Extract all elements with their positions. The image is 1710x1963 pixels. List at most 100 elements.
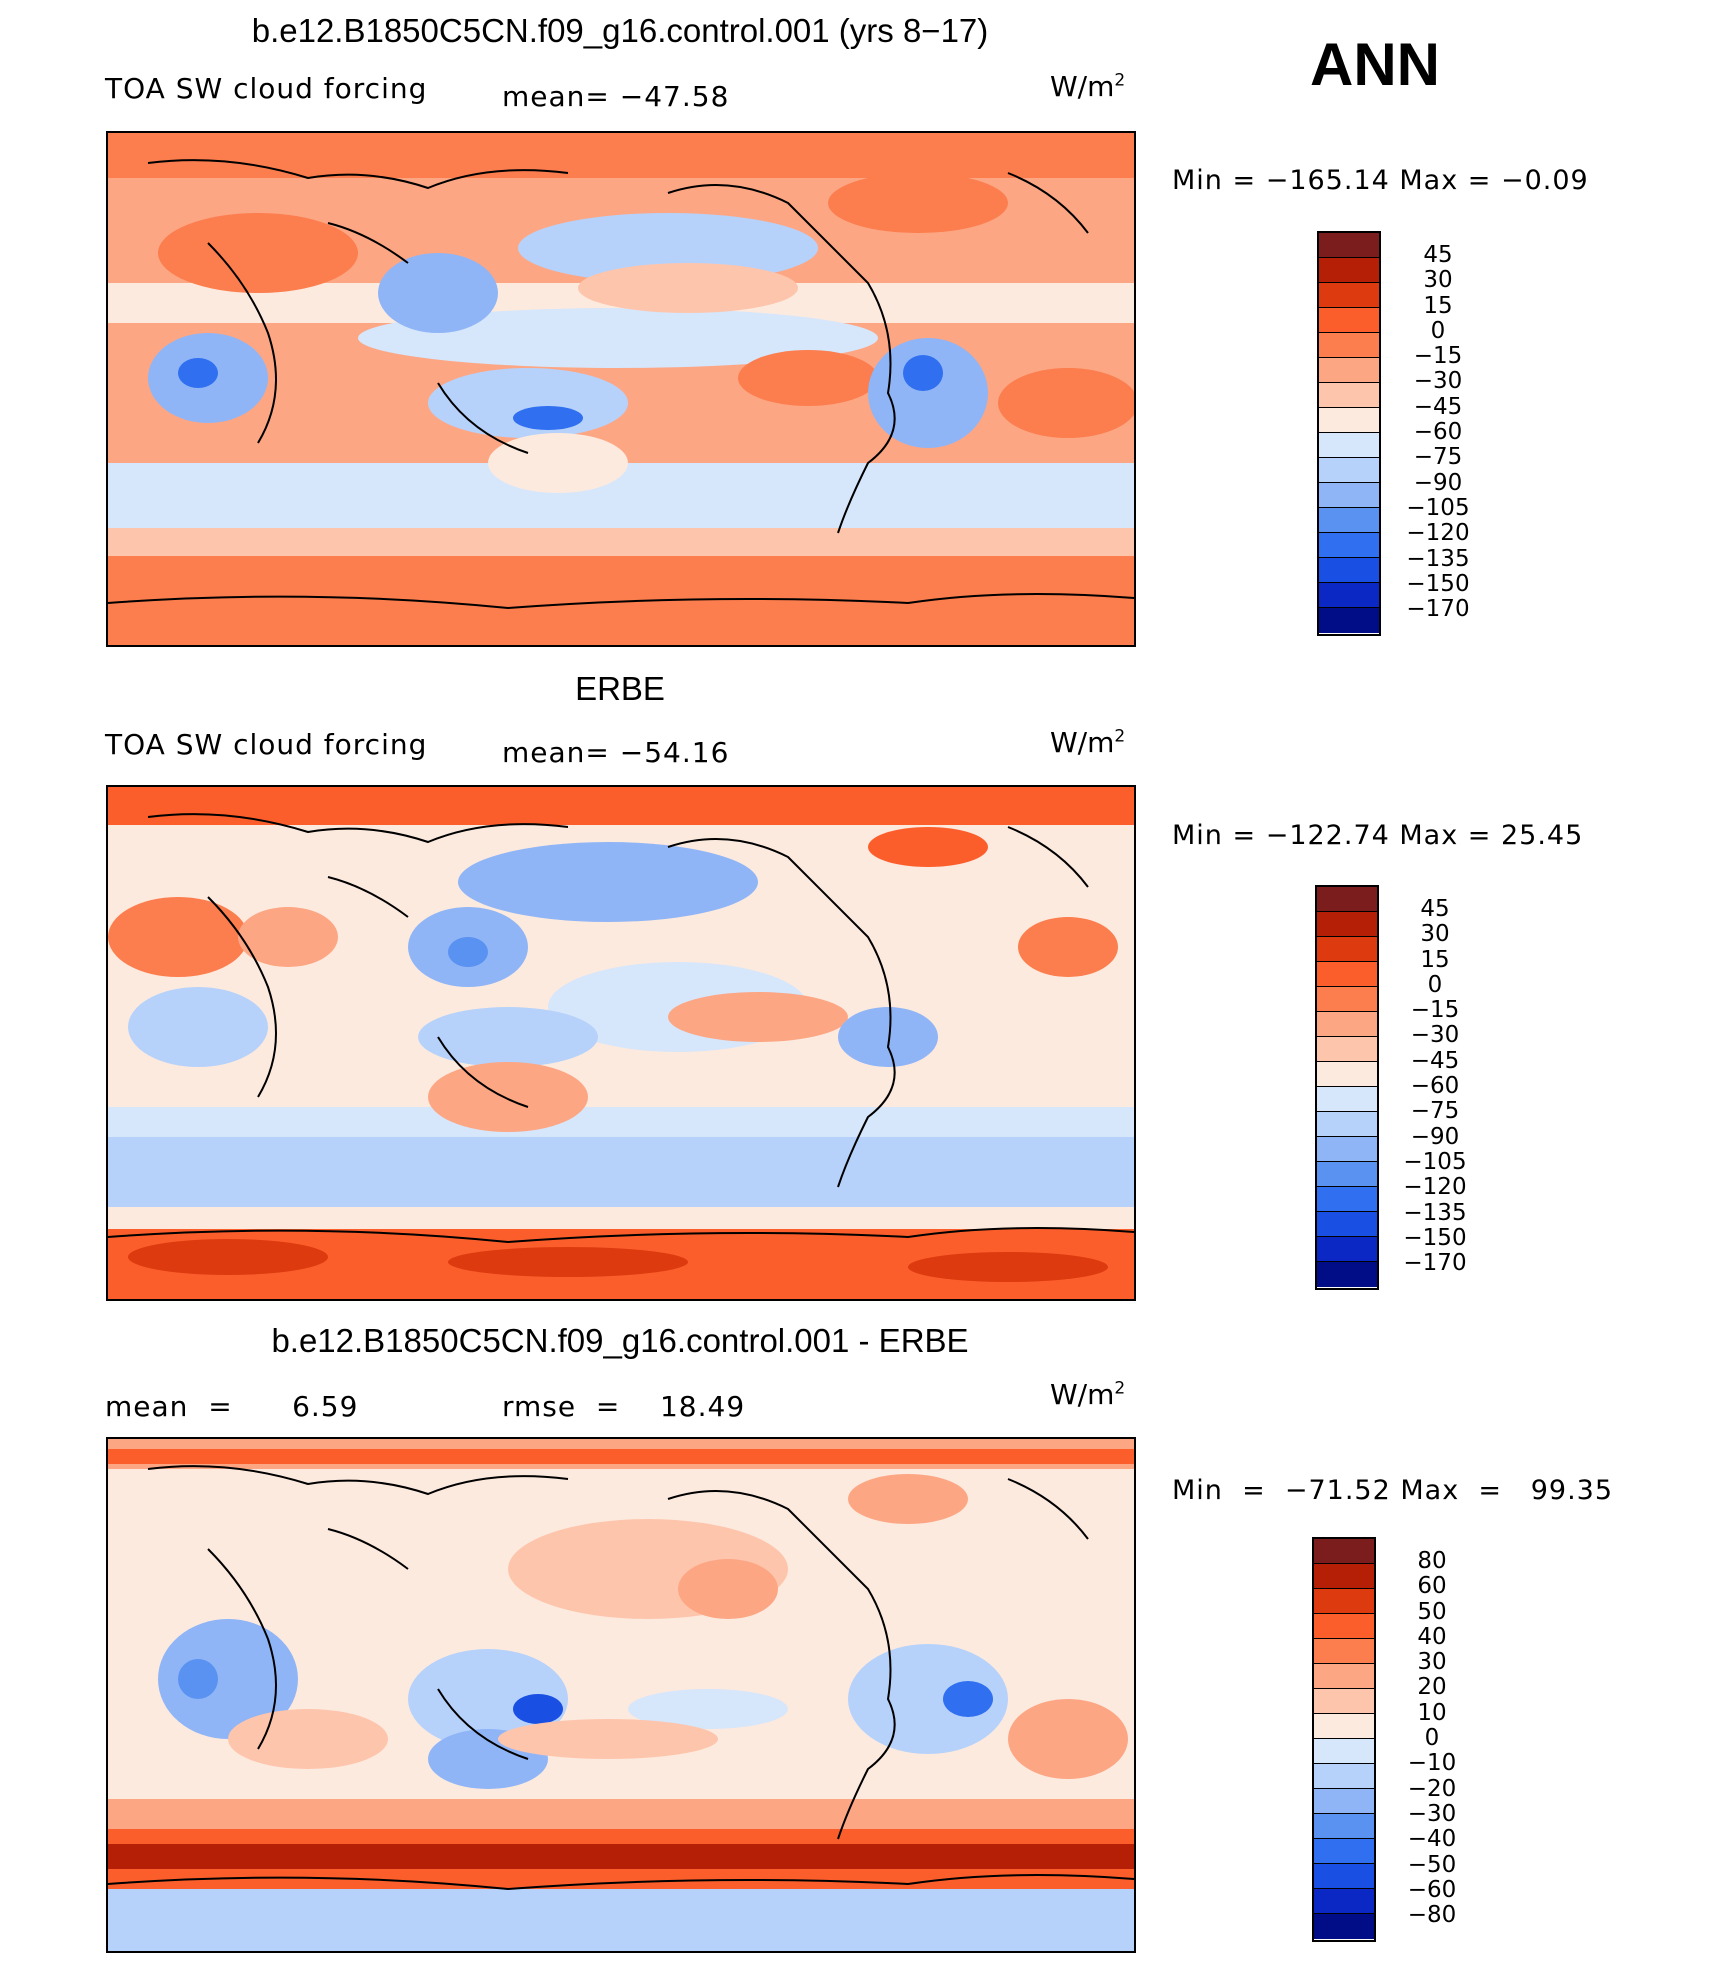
panel-1-variable-label: TOA SW cloud forcing xyxy=(105,72,428,105)
colorbar-2 xyxy=(1315,885,1379,1290)
colorbar-1-seg xyxy=(1319,558,1379,583)
map-3-graphic xyxy=(108,1439,1134,1951)
colorbar-1-seg xyxy=(1319,458,1379,483)
colorbar-2-seg xyxy=(1317,1012,1377,1037)
colorbar-label: −15 xyxy=(1413,343,1463,370)
colorbar-label: 0 xyxy=(1427,971,1443,998)
colorbar-label: −90 xyxy=(1410,1123,1460,1150)
colorbar-label: 10 xyxy=(1417,1699,1447,1726)
panel-3-mean-label: mean = 6.59 xyxy=(105,1390,359,1423)
colorbar-label: 45 xyxy=(1423,242,1453,268)
map-panel-3 xyxy=(106,1437,1136,1953)
colorbar-1-seg xyxy=(1319,583,1379,608)
colorbar-2-seg xyxy=(1317,1262,1377,1287)
colorbar-1-seg xyxy=(1319,533,1379,558)
colorbar-label: −20 xyxy=(1407,1775,1457,1802)
panel-3-units: W/m2 xyxy=(1050,1378,1126,1411)
colorbar-label: −135 xyxy=(1403,1199,1467,1226)
colorbar-2-seg xyxy=(1317,1087,1377,1112)
colorbar-1-seg xyxy=(1319,258,1379,283)
colorbar-label: −10 xyxy=(1407,1750,1457,1777)
colorbar-3-seg xyxy=(1314,1914,1374,1939)
colorbar-label: 60 xyxy=(1417,1573,1447,1600)
colorbar-1-seg xyxy=(1319,508,1379,533)
colorbar-2-seg xyxy=(1317,887,1377,912)
map-panel-2 xyxy=(106,785,1136,1301)
colorbar-2-seg xyxy=(1317,937,1377,962)
panel-1-max: Max = −0.09 xyxy=(1399,165,1589,196)
colorbar-1-seg xyxy=(1319,333,1379,358)
colorbar-2-seg xyxy=(1317,1237,1377,1262)
colorbar-2-seg xyxy=(1317,1162,1377,1187)
panel-2-mean-label: mean= −54.16 xyxy=(502,736,730,769)
panel-1-units: W/m2 xyxy=(1050,70,1126,103)
map-panel-1 xyxy=(106,131,1136,647)
colorbar-2-seg xyxy=(1317,1137,1377,1162)
colorbar-label: −30 xyxy=(1407,1800,1457,1827)
colorbar-1-seg xyxy=(1319,308,1379,333)
colorbar-label: 40 xyxy=(1417,1623,1447,1650)
colorbar-3-seg xyxy=(1314,1889,1374,1914)
panel-3-min: Min = −71.52 xyxy=(1172,1475,1391,1506)
colorbar-label: 15 xyxy=(1423,292,1453,319)
colorbar-2-seg xyxy=(1317,1062,1377,1087)
colorbar-label: −80 xyxy=(1407,1902,1457,1929)
colorbar-label: 20 xyxy=(1417,1674,1447,1701)
panel-2-title: ERBE xyxy=(575,670,665,707)
colorbar-1-seg xyxy=(1319,233,1379,258)
colorbar-3 xyxy=(1312,1537,1376,1942)
panel-1-mean-label: mean= −47.58 xyxy=(502,80,730,113)
panel-2-max: Max = 25.45 xyxy=(1399,820,1584,851)
colorbar-3-seg xyxy=(1314,1764,1374,1789)
panel-1-min: Min = −165.14 xyxy=(1172,165,1390,196)
colorbar-label: −120 xyxy=(1406,520,1470,547)
map-2-graphic xyxy=(108,787,1134,1299)
colorbar-label: −105 xyxy=(1403,1148,1467,1175)
colorbar-2-seg xyxy=(1317,962,1377,987)
colorbar-label: 15 xyxy=(1420,946,1450,973)
colorbar-1-seg xyxy=(1319,408,1379,433)
map-1-graphic xyxy=(108,133,1134,645)
colorbar-2-seg xyxy=(1317,987,1377,1012)
colorbar-label: 45 xyxy=(1420,896,1450,922)
colorbar-2-labels: 45 30 15 0 −15 −30 −45 −60 −75 −90 −105 … xyxy=(1395,896,1475,1277)
panel-1-min-max: Min = −165.14 Max = −0.09 xyxy=(1172,165,1589,196)
colorbar-1-seg xyxy=(1319,483,1379,508)
colorbar-label: −120 xyxy=(1403,1174,1467,1201)
colorbar-label: −60 xyxy=(1410,1073,1460,1100)
colorbar-label: −30 xyxy=(1413,368,1463,395)
colorbar-label: 0 xyxy=(1430,317,1446,344)
colorbar-3-seg xyxy=(1314,1639,1374,1664)
colorbar-3-seg xyxy=(1314,1864,1374,1889)
panel-3-title: b.e12.B1850C5CN.f09_g16.control.001 - ER… xyxy=(271,1322,969,1359)
panel-3-max: Max = 99.35 xyxy=(1400,1475,1614,1506)
colorbar-label: −105 xyxy=(1406,494,1470,521)
colorbar-label: −45 xyxy=(1410,1047,1460,1074)
colorbar-label: 80 xyxy=(1417,1548,1447,1574)
panel-2-min-max: Min = −122.74 Max = 25.45 xyxy=(1172,820,1583,851)
panel-2-min: Min = −122.74 xyxy=(1172,820,1390,851)
colorbar-2-seg xyxy=(1317,1212,1377,1237)
panel-1-title: b.e12.B1850C5CN.f09_g16.control.001 (yrs… xyxy=(251,12,989,49)
colorbar-label: −75 xyxy=(1410,1098,1460,1125)
colorbar-label: −170 xyxy=(1406,596,1470,623)
panel-3-min-max: Min = −71.52 Max = 99.35 xyxy=(1172,1475,1613,1506)
colorbar-1-seg xyxy=(1319,358,1379,383)
colorbar-3-seg xyxy=(1314,1789,1374,1814)
colorbar-label: −75 xyxy=(1413,444,1463,471)
colorbar-2-seg xyxy=(1317,1187,1377,1212)
colorbar-3-seg xyxy=(1314,1689,1374,1714)
colorbar-label: −170 xyxy=(1403,1250,1467,1277)
colorbar-2-seg xyxy=(1317,912,1377,937)
colorbar-label: −135 xyxy=(1406,545,1470,572)
colorbar-3-seg xyxy=(1314,1539,1374,1564)
colorbar-3-seg xyxy=(1314,1664,1374,1689)
colorbar-3-seg xyxy=(1314,1714,1374,1739)
colorbar-3-seg xyxy=(1314,1589,1374,1614)
colorbar-label: −150 xyxy=(1406,570,1470,597)
colorbar-label: 30 xyxy=(1423,267,1453,294)
colorbar-1-seg xyxy=(1319,608,1379,633)
colorbar-1 xyxy=(1317,231,1381,636)
colorbar-1-seg xyxy=(1319,383,1379,408)
colorbar-3-seg xyxy=(1314,1564,1374,1589)
